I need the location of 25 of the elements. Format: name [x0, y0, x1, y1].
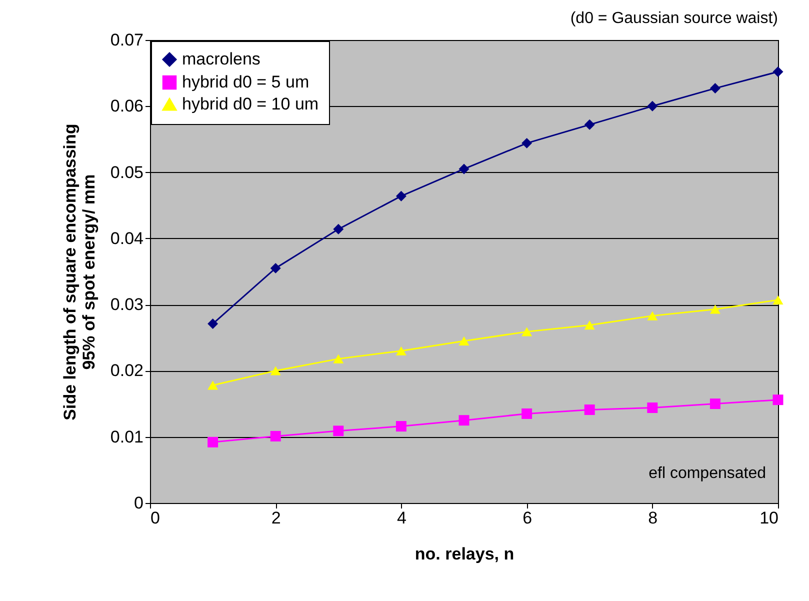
y-tick-label: 0.03: [110, 295, 144, 314]
x-tick-label: 10: [760, 508, 778, 528]
y-tick-label: 0.06: [110, 96, 144, 116]
point: [208, 436, 218, 448]
x-tick-label: 4: [396, 508, 406, 528]
y-tick-label: 0.04: [110, 228, 144, 248]
y-tick-label: 0.01: [110, 427, 144, 446]
point: [772, 295, 784, 304]
y-tick-label: 0.02: [110, 361, 144, 380]
legend-label: hybrid d0 = 10 um: [182, 94, 319, 114]
point: [208, 380, 218, 390]
point: [208, 318, 218, 329]
x-axis-title: no. relays, n: [414, 544, 514, 564]
y-axis-title: Side length of square encompassing 95% of spot energy/ mm: [60, 124, 98, 420]
annotation: efl compensated: [648, 465, 766, 482]
x-tick-label: 0: [150, 508, 160, 528]
legend-label: macrolens: [182, 50, 260, 68]
y-tick-label: 0: [134, 494, 144, 512]
x-tick-label: 8: [648, 508, 658, 528]
y-tick-label: 0.05: [110, 162, 144, 182]
y-tick-label: 0.07: [110, 30, 144, 50]
x-tick-label: 2: [271, 508, 281, 528]
x-tick-label: 6: [522, 508, 532, 528]
legend-label: hybrid d0 = 5 um: [182, 72, 310, 92]
text: (d0 = Gaussian source waist): [570, 10, 778, 27]
